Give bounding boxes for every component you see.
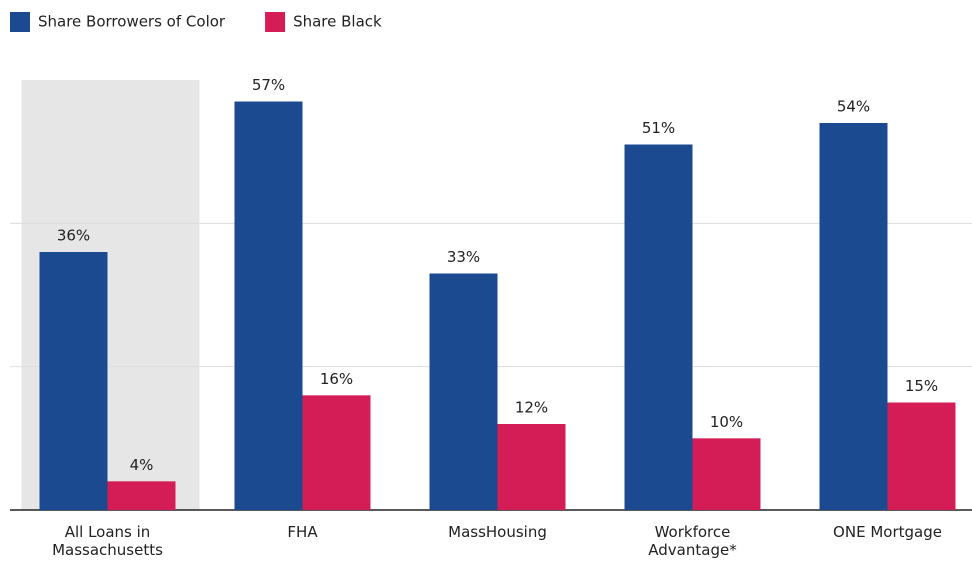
bar <box>624 144 693 510</box>
legend-swatch <box>265 12 286 32</box>
value-label: 57% <box>252 76 285 94</box>
x-tick-label: Workforce Advantage* <box>648 523 737 559</box>
bar <box>39 252 108 510</box>
legend-swatch <box>10 12 30 32</box>
x-tick-label: All Loans in Massachusetts <box>52 523 163 559</box>
value-label: 12% <box>515 399 548 417</box>
value-label: 15% <box>905 377 938 395</box>
value-label: 33% <box>447 248 480 266</box>
bar <box>107 481 176 510</box>
legend-label: Share Black <box>293 13 382 31</box>
bar <box>819 123 888 510</box>
value-label: 4% <box>130 456 154 474</box>
bar <box>429 273 498 510</box>
value-label: 10% <box>710 413 743 431</box>
bar <box>887 402 956 510</box>
value-label: 51% <box>642 119 675 137</box>
value-label: 36% <box>57 227 90 245</box>
value-label: 16% <box>320 370 353 388</box>
bar <box>302 395 371 510</box>
bar <box>497 424 566 510</box>
value-label: 54% <box>837 98 870 116</box>
x-tick-label: FHA <box>287 523 318 541</box>
bar <box>234 101 303 510</box>
x-tick-label: ONE Mortgage <box>833 523 942 541</box>
legend-label: Share Borrowers of Color <box>38 13 226 31</box>
bar <box>692 438 761 510</box>
x-tick-label: MassHousing <box>448 523 547 541</box>
